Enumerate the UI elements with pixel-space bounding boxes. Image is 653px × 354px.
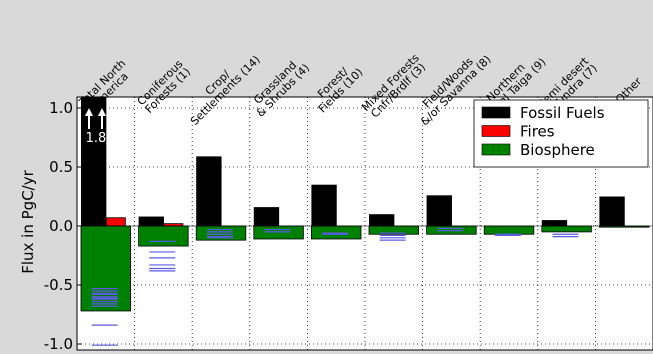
legend-label: Biosphere [520, 141, 595, 159]
fossil-bar [599, 196, 625, 226]
y-tick-label: 0.0 [49, 217, 73, 235]
fossil-bar [541, 220, 568, 226]
legend-swatch [481, 143, 511, 156]
legend-swatch [481, 106, 511, 119]
up-arrow-head [98, 108, 106, 116]
legend-label: Fossil Fuels [520, 104, 605, 122]
overflow-annotation: 1.8 [85, 108, 106, 146]
y-axis-label: Flux in PgC/yr [19, 169, 37, 273]
fossil-bar [311, 184, 337, 226]
biosphere-bar [541, 225, 592, 233]
y-tick-label: 1.0 [49, 99, 73, 117]
fires-bar [105, 217, 126, 227]
overflow-value-label: 1.8 [86, 131, 107, 146]
legend-label: Fires [520, 123, 555, 141]
biosphere-bar [138, 225, 189, 247]
y-tick-label: -1.0 [44, 335, 73, 353]
fossil-bar [253, 207, 280, 226]
up-arrow-head [85, 108, 93, 116]
fossil-bar [426, 195, 452, 226]
y-axis: 1.0 0.5 0.0 -0.5 -1.0 [44, 99, 82, 353]
y-tick-label: -0.5 [44, 276, 73, 294]
fossil-bar [138, 216, 164, 226]
biosphere-bar [483, 225, 535, 235]
y-tick-label: 0.5 [49, 158, 73, 176]
fossil-bar [369, 214, 395, 226]
fossil-bar [196, 156, 222, 226]
ensemble-members [91, 227, 579, 346]
legend-swatch [481, 125, 511, 137]
